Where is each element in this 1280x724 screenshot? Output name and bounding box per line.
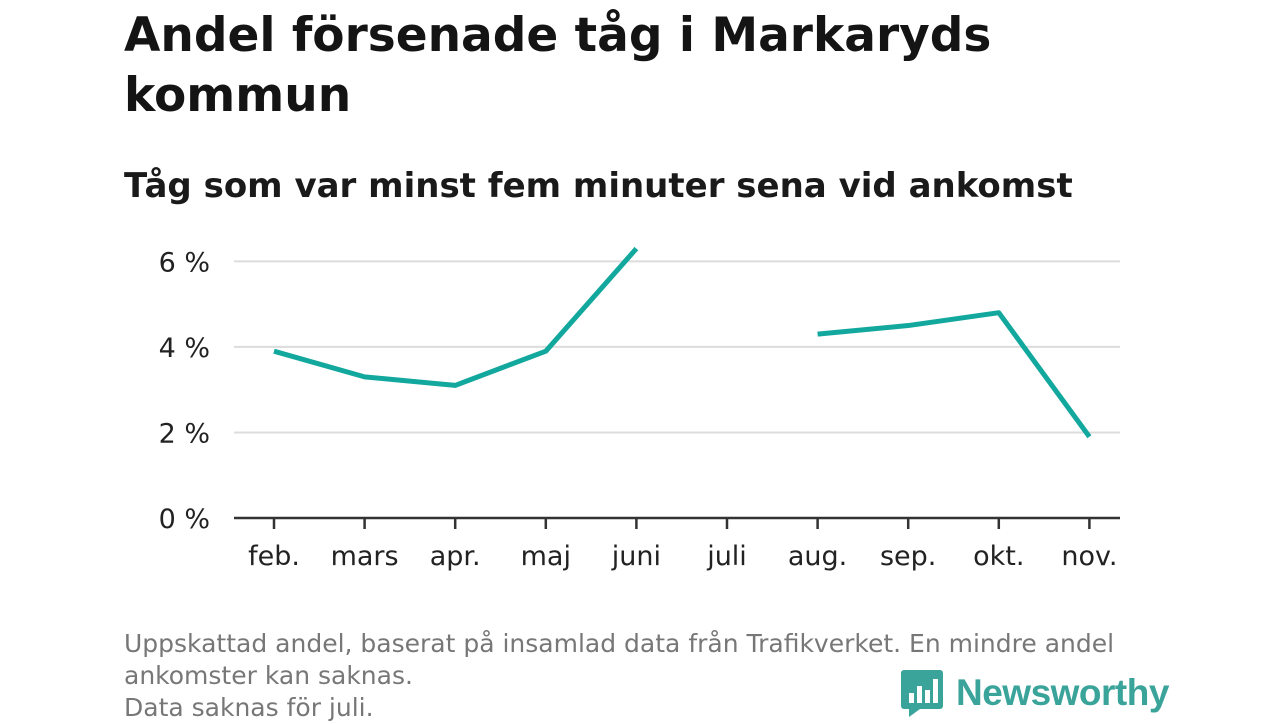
footnote-line-2: ankomster kan saknas. [124,661,413,690]
chart-title: Andel försenade tåg i Markaryds kommun [124,8,992,123]
line-chart: 0 % 2 % 4 % 6 % feb. mars apr. maj juni juli aug.… [159,246,1120,572]
brand-name: Newsworthy [956,672,1169,713]
footnote: Uppskattad andel, baserat på insamlad da… [124,628,1115,724]
newsworthy-logo-icon [901,670,943,717]
y-tick-label: 0 % [159,504,210,535]
footnote-line-3: Data saknas för juli. [124,693,374,722]
x-tick-labels: feb. mars apr. maj juni juli aug. sep. okt. nov. [248,541,1117,572]
x-tick-label: nov. [1061,541,1117,572]
series-line-segment-1 [273,246,639,388]
y-tick-label: 4 % [159,333,210,364]
x-tick-label: maj [521,541,571,572]
brand-logo: Newsworthy [900,668,1169,718]
chart-subtitle: Tåg som var minst fem minuter sena vid a… [124,166,1073,206]
x-tick-label: okt. [973,541,1024,572]
x-tick-label: juni [611,541,661,572]
grid-lines [234,260,1120,434]
x-tick-label: juli [706,541,747,572]
series-lines [273,246,1092,439]
y-tick-label: 2 % [159,418,210,449]
x-axis [234,516,1120,529]
y-tick-label: 6 % [159,247,210,278]
x-tick-label: aug. [788,541,847,572]
y-tick-labels: 0 % 2 % 4 % 6 % [159,247,210,535]
x-tick-label: mars [331,541,399,572]
x-tick-label: apr. [430,541,481,572]
footnote-line-1: Uppskattad andel, baserat på insamlad da… [124,629,1115,658]
x-tick-label: sep. [880,541,936,572]
series-line-segment-2 [817,310,1092,439]
x-tick-label: feb. [248,541,300,572]
